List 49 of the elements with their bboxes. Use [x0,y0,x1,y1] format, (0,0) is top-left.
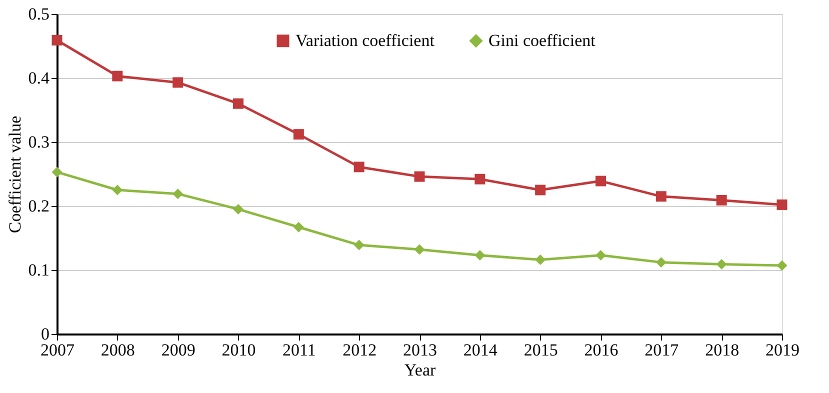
point [716,258,727,270]
point [535,254,546,266]
x-tick-label: 2014 [463,340,498,360]
point [52,34,62,46]
y-tick-label: 0.1 [28,260,50,280]
point [596,176,606,186]
point [354,162,364,172]
point [474,250,486,261]
point [776,260,788,271]
point [414,171,425,182]
y-tick-label: 0.3 [28,132,50,152]
point [233,98,244,109]
x-axis-title: Year [404,360,436,380]
point [172,188,184,200]
point [112,70,123,82]
legend-label: Variation coefficient [296,30,435,50]
x-tick-label: 2007 [40,340,75,360]
point [656,257,666,268]
point [414,244,425,255]
x-tick-label: 2019 [766,340,800,360]
y-tick-label: 0.2 [28,196,50,216]
point [112,184,123,196]
point [656,191,666,202]
y-tick-label: 0.4 [28,68,50,88]
x-tick-label: 2011 [282,340,316,360]
point [354,240,364,250]
x-tick-label: 2009 [161,340,196,360]
x-tick-label: 2017 [644,340,680,360]
point [776,199,788,210]
x-tick-label: 2015 [524,340,558,360]
x-tick-label: 2008 [100,340,135,360]
y-tick-label: 0.5 [28,4,50,24]
x-tick-label: 2016 [584,340,618,360]
x-tick-label: 2013 [403,340,437,360]
y-axis-title: Coefficient value [5,116,24,234]
legend-label: Gini coefficient [488,30,596,50]
y-tick-label: 0 [41,324,50,344]
point [716,194,727,206]
point [233,204,244,214]
x-tick-label: 2012 [342,340,377,360]
point [596,250,606,261]
point [172,77,184,88]
x-tick-label: 2018 [705,340,740,360]
point [293,222,304,232]
x-tick-label: 2010 [222,340,256,360]
point [535,184,546,196]
point [52,166,62,178]
point [293,129,304,140]
point [474,174,486,184]
